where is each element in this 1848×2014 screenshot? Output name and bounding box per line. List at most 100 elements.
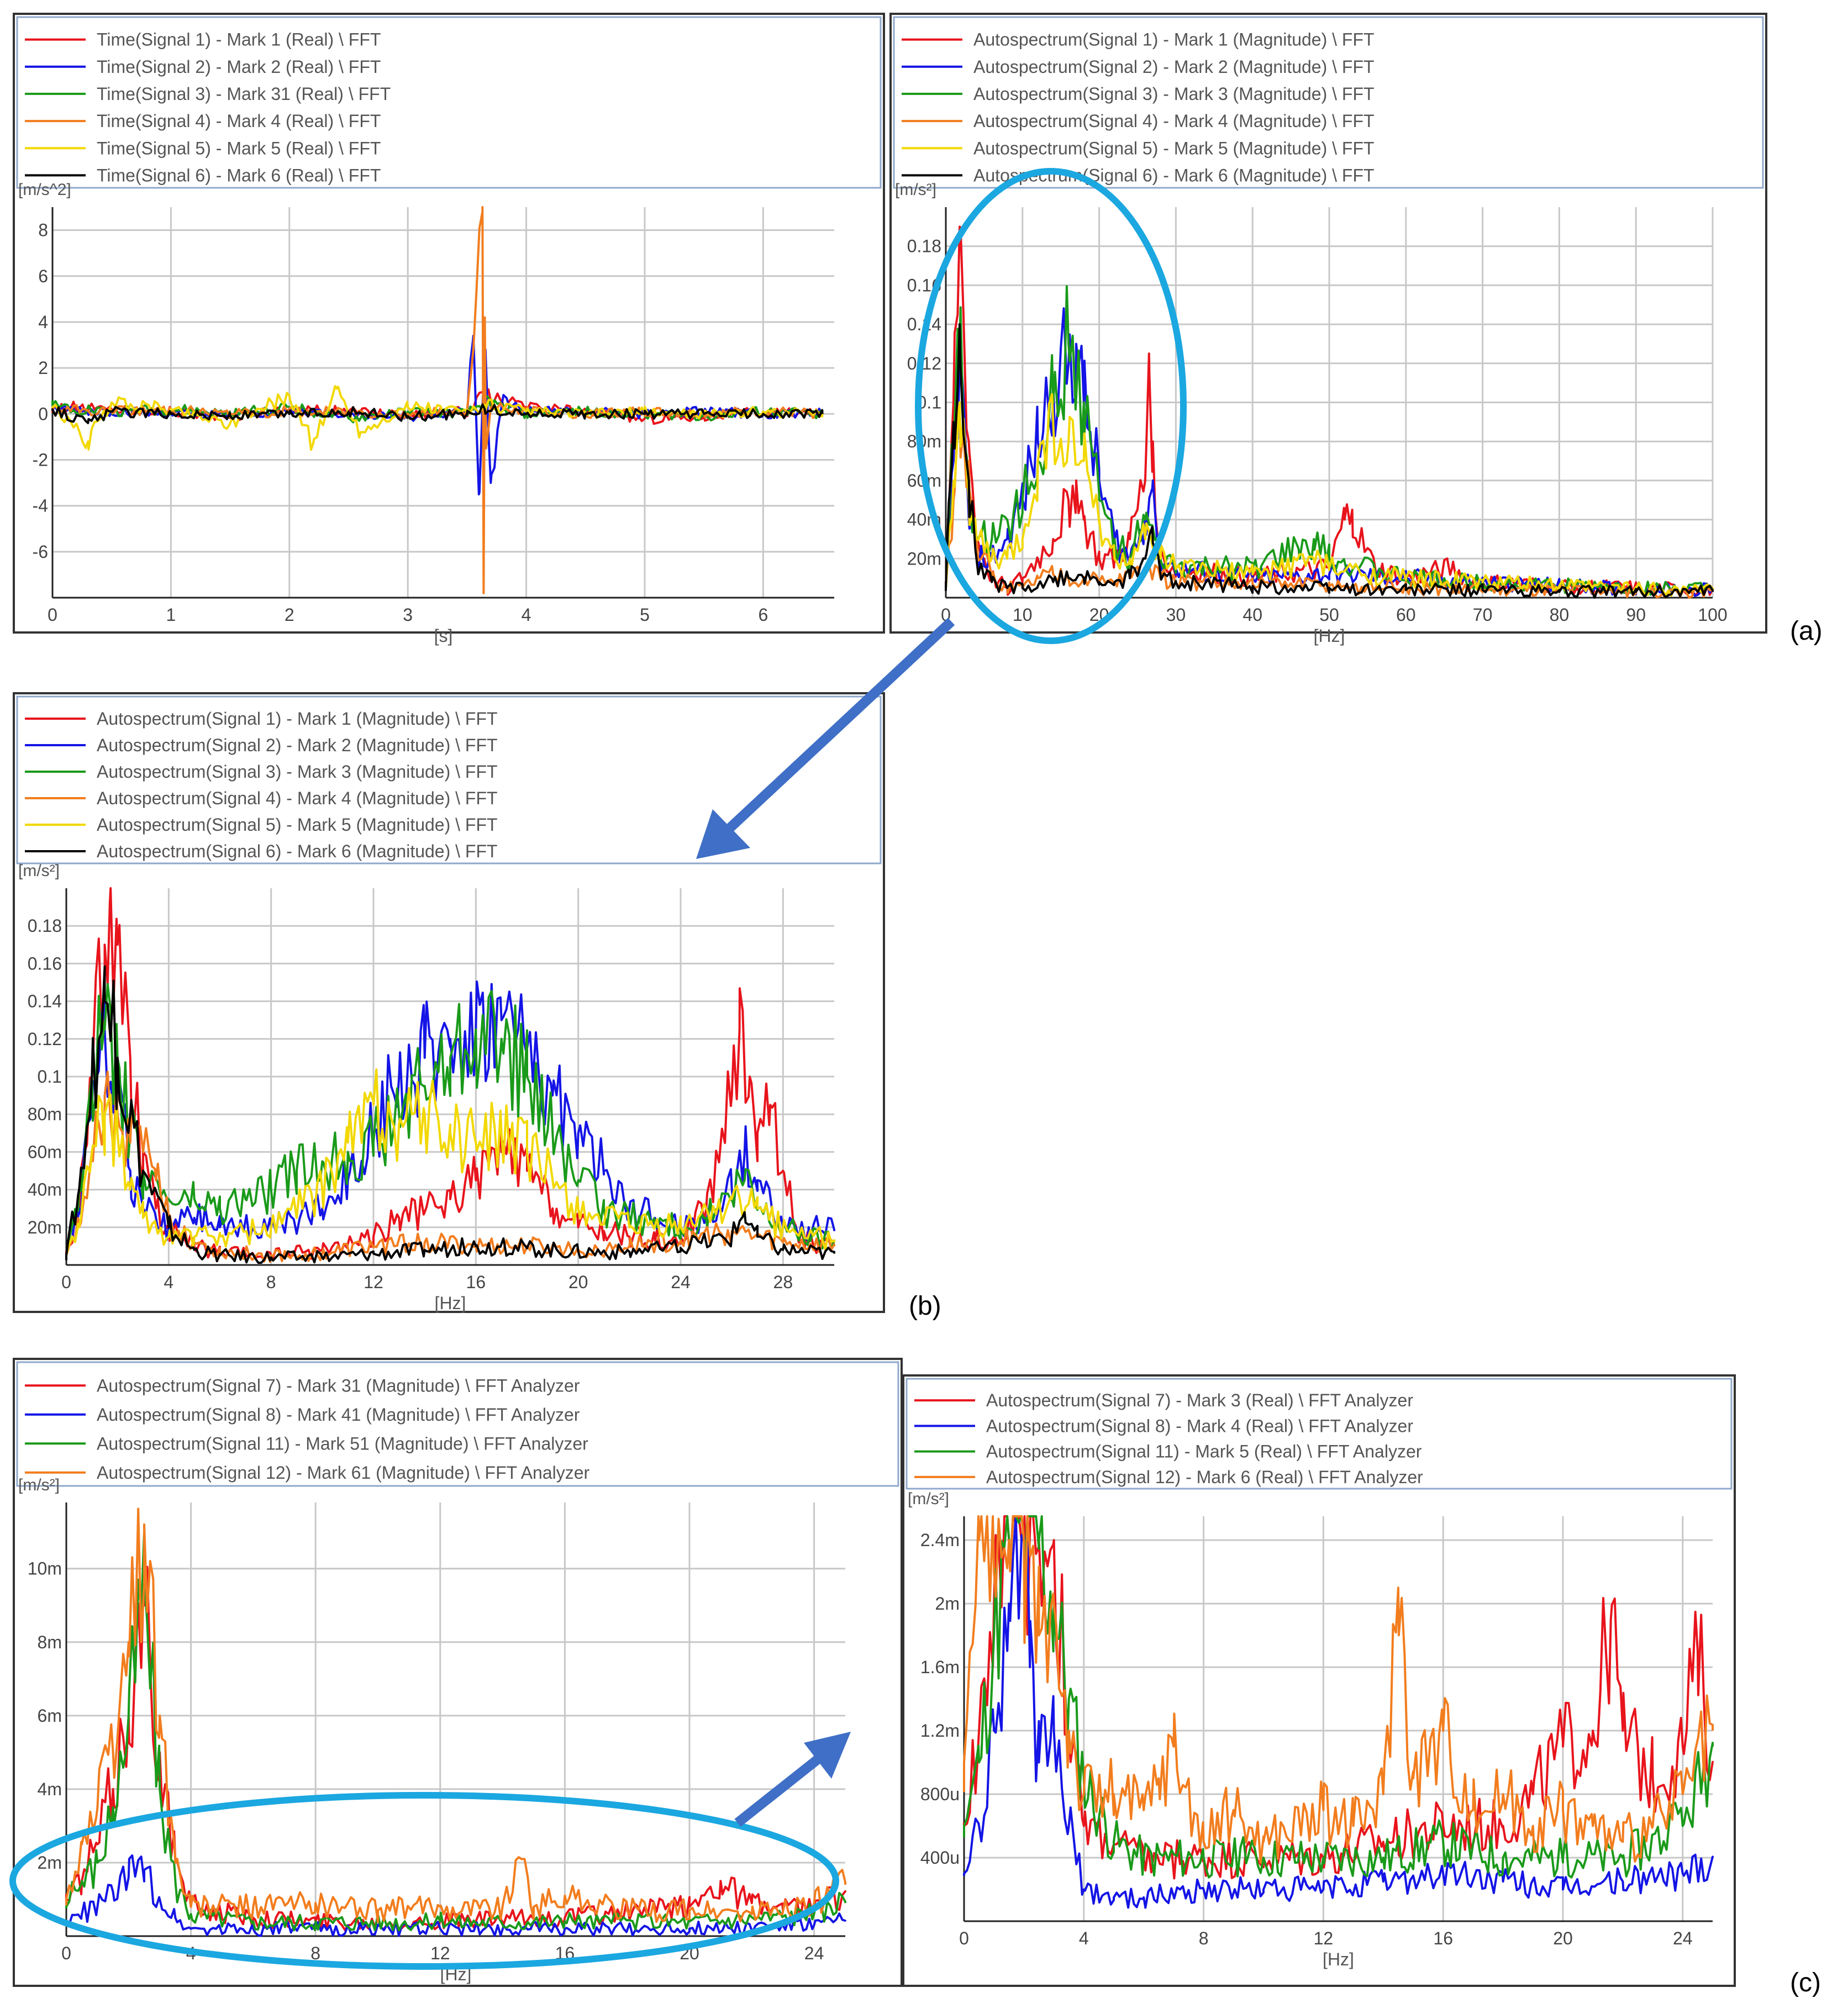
x-tick-label: 10 [1013,605,1033,625]
legend-entry: Time(Signal 3) - Mark 31 (Real) \ FFT [97,84,391,104]
zoom-arrow-a-to-b [696,618,955,859]
series-line-5 [51,385,824,451]
x-tick-label: 5 [640,605,650,625]
series-line-4 [65,1071,835,1263]
y-tick-label: -6 [33,542,48,562]
y-tick-label: 8 [38,220,48,240]
y-axis-unit-label: [m/s^2] [18,181,71,199]
legend-entry: Autospectrum(Signal 7) - Mark 31 (Magnit… [97,1375,580,1395]
y-tick-label: 60m [28,1142,62,1162]
legend-entry: Time(Signal 6) - Mark 6 (Real) \ FFT [97,165,381,185]
x-tick-label: 20 [1553,1928,1573,1948]
x-tick-label: 30 [1166,605,1186,625]
x-tick-label: 100 [1698,605,1727,625]
legend-box [905,1378,1733,1490]
x-tick-label: 4 [1079,1928,1089,1948]
series-line-4 [65,1507,846,1923]
y-tick-label: 2.4m [920,1530,960,1550]
x-tick-label: 6 [758,605,768,625]
x-tick-label: 4 [522,605,531,625]
legend-box [16,16,882,189]
legend-box [16,695,882,864]
series-line-4 [963,1515,1714,1864]
x-axis-unit-label: [Hz] [1314,626,1345,646]
y-tick-label: 0 [38,404,48,424]
x-tick-label: 16 [466,1272,486,1292]
panel-label-a: (a) [1790,616,1823,646]
y-tick-label: 80m [907,431,941,451]
x-tick-label: 8 [1199,1928,1209,1948]
legend-entry: Autospectrum(Signal 5) - Mark 5 (Magnitu… [97,815,498,835]
y-tick-label: 1.2m [920,1721,960,1741]
x-tick-label: 12 [430,1943,450,1963]
x-tick-label: 16 [1433,1928,1453,1948]
y-tick-label: 2m [38,1853,62,1873]
legend-entry: Autospectrum(Signal 3) - Mark 3 (Magnitu… [973,84,1375,104]
x-tick-label: 3 [403,605,413,625]
y-axis-unit-label: [m/s²] [908,1490,949,1508]
x-tick-label: 28 [773,1272,793,1292]
legend-entry: Autospectrum(Signal 4) - Mark 4 (Magnitu… [97,788,498,808]
y-axis-unit-label: [m/s²] [18,862,60,880]
y-tick-label: 80m [28,1104,62,1124]
series-line-2 [65,1854,846,1937]
legend-entry: Time(Signal 5) - Mark 5 (Real) \ FFT [97,138,381,158]
x-axis-unit-label: [s] [434,626,453,646]
legend-entry: Autospectrum(Signal 11) - Mark 5 (Real) … [986,1442,1422,1462]
series-line-5 [65,1068,835,1259]
legend-entry: Autospectrum(Signal 8) - Mark 4 (Real) \… [986,1416,1413,1436]
x-tick-label: 4 [164,1272,173,1292]
y-tick-label: 0.18 [28,916,62,936]
legend-entry: Autospectrum(Signal 3) - Mark 3 (Magnitu… [97,762,498,782]
x-tick-label: 24 [1673,1928,1693,1948]
x-tick-label: 24 [671,1272,691,1292]
y-tick-label: 40m [28,1180,62,1200]
y-tick-label: 6 [38,266,48,286]
y-tick-label: 2 [38,358,48,378]
legend-box [16,1361,899,1487]
x-tick-label: 80 [1550,605,1570,625]
x-tick-label: 12 [1314,1928,1334,1948]
x-tick-label: 20 [568,1272,588,1292]
panel-label-c: (c) [1790,1968,1821,1997]
legend-entry: Autospectrum(Signal 6) - Mark 6 (Magnitu… [97,841,498,861]
y-tick-label: 2m [935,1594,960,1614]
series-line-2 [963,1515,1714,1909]
y-tick-label: 20m [28,1217,62,1237]
chart-frame [13,692,885,1313]
chart-frame [13,1358,903,1987]
x-tick-label: 0 [61,1943,71,1963]
x-tick-label: 0 [959,1928,969,1948]
legend-entry: Autospectrum(Signal 1) - Mark 1 (Magnitu… [97,709,498,729]
y-tick-label: 0.18 [907,236,941,256]
legend-entry: Autospectrum(Signal 2) - Mark 2 (Magnitu… [973,57,1375,77]
legend-box [893,16,1764,189]
x-tick-label: 0 [48,605,57,625]
chart-frame [13,13,885,634]
series-line-5 [945,393,1714,597]
y-tick-label: 0.16 [28,953,62,973]
chart-b: Autospectrum(Signal 1) - Mark 1 (Magnitu… [13,692,885,1313]
x-tick-label: 50 [1319,605,1339,625]
legend-entry: Autospectrum(Signal 7) - Mark 3 (Real) \… [986,1390,1413,1410]
x-tick-label: 1 [166,605,176,625]
legend-entry: Time(Signal 1) - Mark 1 (Real) \ FFT [97,30,381,50]
series-line-6 [65,965,835,1264]
y-tick-label: 0.1 [38,1067,62,1087]
y-tick-label: 4m [38,1779,62,1799]
chart-a-left: Time(Signal 1) - Mark 1 (Real) \ FFT Time… [13,13,885,646]
series-line-3 [963,1515,1714,1879]
x-tick-label: 70 [1473,605,1493,625]
x-tick-label: 0 [61,1272,71,1292]
series-line-3 [945,285,1714,596]
y-tick-label: 0.12 [28,1029,62,1049]
x-axis-unit-label: [Hz] [435,1293,466,1313]
y-tick-label: 800u [920,1784,960,1804]
highlight-ellipse-c [9,1792,839,1970]
y-tick-label: 6m [38,1706,62,1726]
legend-entry: Time(Signal 4) - Mark 4 (Real) \ FFT [97,111,381,131]
x-tick-label: 2 [285,605,294,625]
x-tick-label: 40 [1242,605,1262,625]
y-tick-label: 20m [907,549,941,568]
